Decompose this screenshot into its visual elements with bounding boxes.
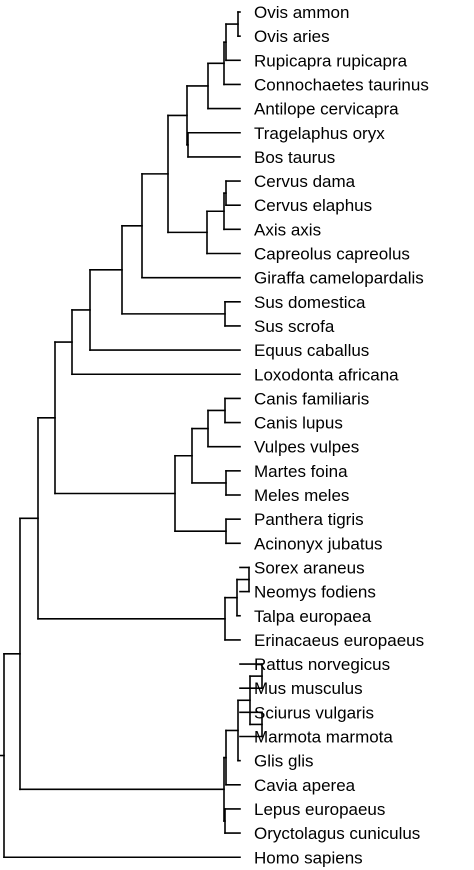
leaf-label: Oryctolagus cuniculus — [254, 824, 420, 843]
leaf-label: Vulpes vulpes — [254, 438, 359, 457]
leaf-label: Equus caballus — [254, 341, 369, 360]
leaf-label: Erinacaeus europaeus — [254, 631, 424, 650]
leaf-label: Talpa europaea — [254, 607, 372, 626]
leaf-label: Antilope cervicapra — [254, 100, 399, 119]
leaf-label: Loxodonta africana — [254, 365, 399, 384]
leaf-label: Marmota marmota — [254, 728, 393, 747]
leaf-label: Rupicapra rupicapra — [254, 51, 408, 70]
leaf-label: Sus domestica — [254, 293, 366, 312]
leaf-label: Meles meles — [254, 486, 349, 505]
leaf-label: Panthera tigris — [254, 510, 364, 529]
leaf-label: Mus musculus — [254, 679, 363, 698]
leaf-label: Axis axis — [254, 220, 321, 239]
leaf-label: Martes foina — [254, 462, 348, 481]
leaf-label: Ovis ammon — [254, 3, 349, 22]
leaf-label: Cavia aperea — [254, 776, 356, 795]
leaf-label: Lepus europaeus — [254, 800, 385, 819]
leaf-label: Cervus dama — [254, 172, 356, 191]
leaf-label: Giraffa camelopardalis — [254, 269, 424, 288]
leaf-label: Canis lupus — [254, 414, 343, 433]
leaf-label: Homo sapiens — [254, 848, 363, 867]
leaf-label: Cervus elaphus — [254, 196, 372, 215]
leaf-label: Tragelaphus oryx — [254, 124, 385, 143]
leaf-label: Bos taurus — [254, 148, 335, 167]
leaf-label: Sus scrofa — [254, 317, 335, 336]
leaf-label: Capreolus capreolus — [254, 245, 410, 264]
leaf-label: Sorex araneus — [254, 558, 365, 577]
leaf-label: Canis familiaris — [254, 389, 369, 408]
leaf-label: Sciurus vulgaris — [254, 703, 374, 722]
leaf-label: Ovis aries — [254, 27, 330, 46]
leaf-label: Acinonyx jubatus — [254, 534, 383, 553]
leaf-label: Glis glis — [254, 752, 314, 771]
leaf-label: Connochaetes taurinus — [254, 75, 429, 94]
leaf-label: Rattus norvegicus — [254, 655, 390, 674]
tree-branches — [0, 11, 263, 859]
leaf-labels: Ovis ammon Ovis aries Rupicapra rupicapra C… — [254, 3, 429, 867]
leaf-label: Neomys fodiens — [254, 583, 376, 602]
